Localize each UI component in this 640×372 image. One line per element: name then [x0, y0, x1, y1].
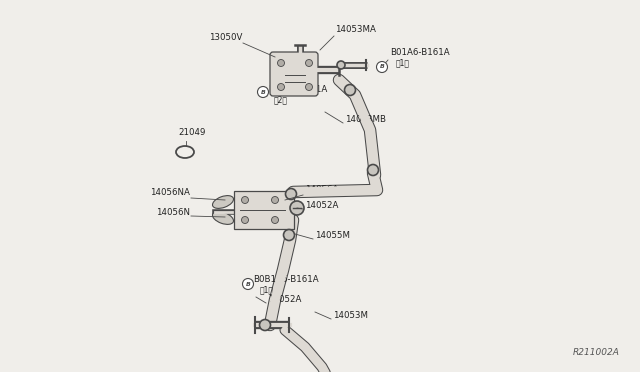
Circle shape: [367, 164, 378, 176]
Text: B: B: [246, 282, 250, 286]
Text: 14052A: 14052A: [305, 201, 339, 210]
Text: B: B: [260, 90, 266, 94]
Circle shape: [278, 60, 285, 67]
Text: 14056N: 14056N: [156, 208, 190, 217]
Text: 14055M: 14055M: [315, 231, 350, 240]
Text: B01A6-B161A: B01A6-B161A: [390, 48, 450, 57]
Ellipse shape: [212, 196, 234, 208]
Text: B: B: [380, 64, 385, 70]
Text: （2）: （2）: [274, 95, 288, 104]
Circle shape: [257, 87, 269, 97]
Text: 14053MB: 14053MB: [345, 115, 386, 124]
Text: R211002A: R211002A: [573, 348, 620, 357]
Circle shape: [259, 320, 271, 330]
Circle shape: [285, 189, 296, 199]
Text: 14056NA: 14056NA: [150, 188, 190, 197]
Text: 13050V: 13050V: [209, 33, 242, 42]
Text: （1）: （1）: [396, 58, 410, 67]
Text: B0B1A6-B161A: B0B1A6-B161A: [253, 275, 319, 284]
Circle shape: [290, 201, 304, 215]
Text: 14053MA: 14053MA: [335, 25, 376, 34]
Circle shape: [344, 84, 355, 96]
Circle shape: [241, 196, 248, 203]
Text: （1）: （1）: [260, 285, 274, 294]
Text: 21049: 21049: [178, 128, 205, 137]
Text: 14053M: 14053M: [333, 311, 368, 320]
Circle shape: [278, 83, 285, 90]
FancyBboxPatch shape: [234, 191, 294, 229]
Circle shape: [241, 217, 248, 224]
Text: 14056A: 14056A: [305, 185, 339, 194]
Circle shape: [305, 83, 312, 90]
Ellipse shape: [212, 212, 234, 224]
Circle shape: [337, 61, 345, 69]
Circle shape: [243, 279, 253, 289]
Text: B01A9-8251A: B01A9-8251A: [268, 85, 327, 94]
Circle shape: [305, 60, 312, 67]
Circle shape: [271, 196, 278, 203]
Circle shape: [376, 61, 387, 73]
Text: 14052A: 14052A: [268, 295, 301, 304]
Circle shape: [284, 230, 294, 241]
Circle shape: [271, 217, 278, 224]
FancyBboxPatch shape: [270, 52, 318, 96]
